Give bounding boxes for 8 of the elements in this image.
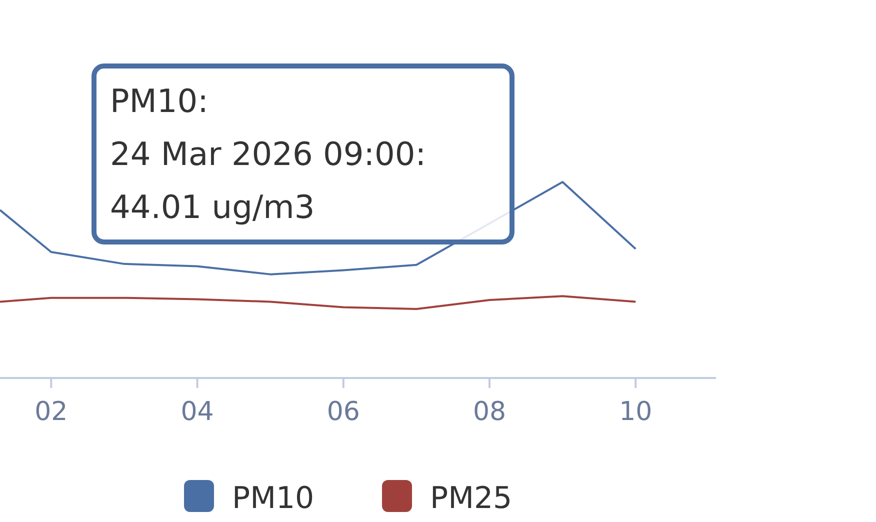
x-tick-label: 06 (326, 397, 360, 427)
x-tick-label: 08 (472, 397, 506, 427)
legend-label: PM25 (430, 481, 512, 516)
legend-label: PM10 (232, 481, 314, 516)
x-tick-label: 02 (34, 397, 68, 427)
x-tick-label: 10 (619, 397, 652, 427)
x-tick-label: 04 (180, 397, 214, 427)
annotation: PM10: 24 Mar 2026 09:00: 44.01 ug/m3 (110, 82, 426, 226)
